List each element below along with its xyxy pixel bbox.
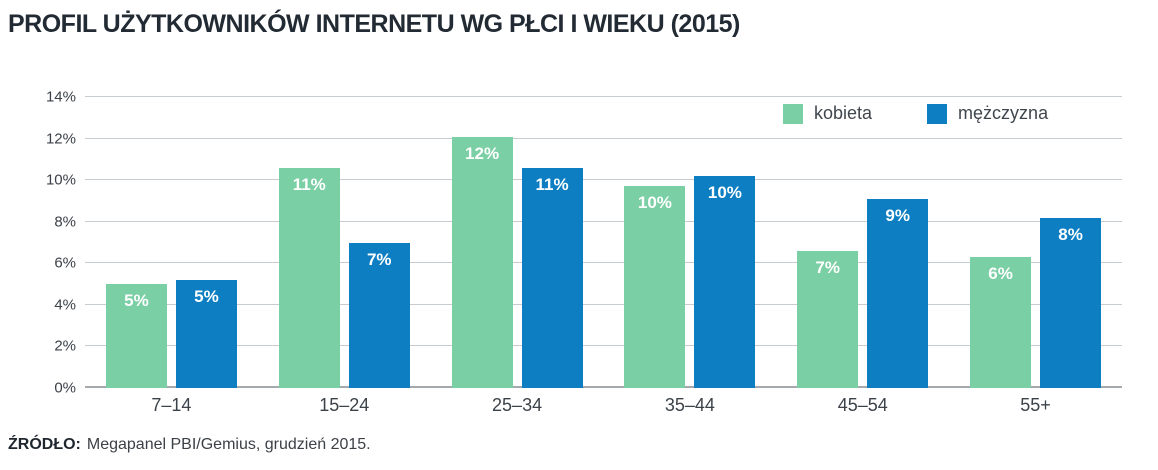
bar-kobieta-25–34: 12% (451, 136, 513, 388)
x-axis-label-7–14: 7–14 (151, 395, 192, 415)
bar-mężczyzna-35–44: 10% (694, 176, 756, 388)
gridline (85, 96, 1122, 97)
bar-group-15–24: 11% 7% (258, 97, 431, 388)
legend-item-kobieta: kobieta (783, 103, 872, 124)
bar-value-label: 8% (1058, 224, 1083, 244)
bar-value-label: 5% (124, 291, 149, 311)
y-axis-tick: 6% (54, 254, 76, 272)
bar-value-label: 11% (292, 174, 326, 194)
gridline (85, 345, 1122, 347)
y-axis-tick: 14% (45, 88, 76, 106)
bar-kobieta-35–44: 10% (624, 186, 686, 388)
bar-mężczyzna-7–14: 5% (175, 279, 237, 388)
bar-mężczyzna-55+: 8% (1040, 217, 1102, 388)
bar-mężczyzna-45–54: 9% (867, 198, 929, 388)
bar-mężczyzna-25–34: 11% (521, 167, 583, 388)
bar-kobieta-45–54: 7% (797, 250, 859, 388)
x-axis-label-15–24: 15–24 (319, 395, 370, 415)
plot-area: 5% 5% 11% 7% 12% 11% 10% 10% 7% 9% 6% 8% (85, 96, 1122, 388)
bar-value-label: 7% (366, 249, 392, 269)
bar-value-label: 6% (988, 264, 1013, 284)
y-axis-tick: 10% (45, 171, 76, 189)
bar-mężczyzna-15–24: 7% (348, 242, 410, 388)
bar-value-label: 7% (815, 257, 840, 277)
source-label: ŹRÓDŁO: (8, 436, 81, 453)
y-axis-tick: 4% (54, 296, 76, 314)
bar-group-7–14: 5% 5% (85, 97, 258, 388)
x-axis-labels: 7–14 15–24 25–34 35–44 45–54 55+ (85, 395, 1122, 416)
y-axis-tick: 2% (54, 337, 76, 355)
y-axis-tick: 8% (54, 213, 76, 231)
legend-label: mężczyzna (958, 103, 1049, 123)
gridline (85, 220, 1122, 222)
bars-layer: 5% 5% 11% 7% 12% 11% 10% 10% 7% 9% 6% 8% (85, 97, 1122, 388)
bar-kobieta-7–14: 5% (105, 284, 167, 388)
legend-swatch-icon (927, 103, 948, 124)
y-axis-tick: 12% (45, 130, 76, 148)
bar-kobieta-55+: 6% (970, 257, 1032, 388)
legend-swatch-icon (783, 103, 803, 124)
x-axis-label-25–34: 25–34 (492, 395, 543, 415)
gridline (85, 262, 1122, 264)
x-axis-baseline (85, 386, 1122, 388)
bar-value-label: 11% (535, 174, 569, 194)
chart-title: PROFIL UŻYTKOWNIKÓW INTERNETU WG PŁCI I … (8, 10, 740, 38)
bar-kobieta-15–24: 11% (278, 167, 340, 388)
bar-group-35–44: 10% 10% (603, 97, 776, 388)
y-axis-labels: 0% 2% 4% 6% 8% 10% 12% 14% (0, 90, 76, 396)
bar-value-label: 5% (194, 286, 219, 306)
bar-value-label: 10% (637, 193, 672, 213)
gridline (85, 137, 1122, 139)
legend: kobieta mężczyzna (783, 103, 1048, 124)
bar-value-label: 9% (885, 205, 910, 225)
x-axis-label-45–54: 45–54 (837, 395, 888, 415)
gridline (85, 179, 1122, 181)
bar-group-45–54: 7% 9% (776, 97, 949, 388)
bar-group-55+: 6% 8% (949, 97, 1122, 388)
source-note: ŹRÓDŁO: Megapanel PBI/Gemius, grudzień 20… (8, 436, 371, 454)
legend-item-mężczyzna: mężczyzna (927, 103, 1048, 124)
bar-value-label: 10% (707, 183, 742, 202)
y-axis-tick: 0% (54, 379, 76, 397)
x-axis-label-35–44: 35–44 (664, 395, 715, 415)
source-text: Megapanel PBI/Gemius, grudzień 2015. (86, 436, 371, 453)
x-axis-label-55+: 55+ (1020, 395, 1051, 415)
legend-label: kobieta (814, 103, 873, 123)
gridline (85, 303, 1122, 305)
bar-group-25–34: 12% 11% (431, 97, 604, 388)
bar-value-label: 12% (465, 143, 500, 163)
